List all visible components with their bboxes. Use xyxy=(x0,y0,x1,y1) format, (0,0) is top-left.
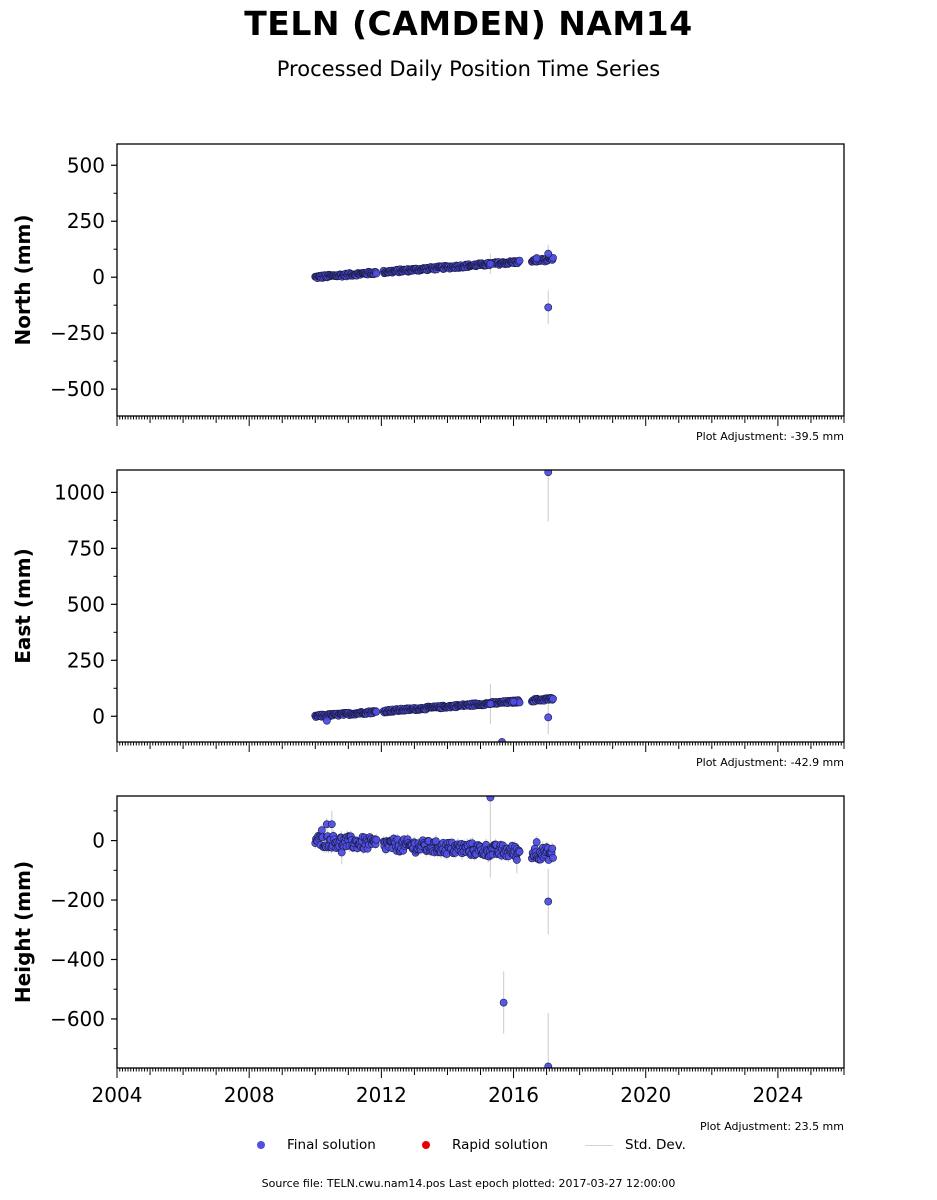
legend-std: Std. Dev. xyxy=(585,1137,686,1153)
data-point xyxy=(372,269,381,278)
source-footer: Source file: TELN.cwu.nam14.pos Last epo… xyxy=(261,1177,676,1190)
axes-frame xyxy=(116,143,845,417)
y-axis-label: North (mm) xyxy=(11,214,35,345)
legend-std-label: Std. Dev. xyxy=(625,1137,686,1153)
data-point xyxy=(515,847,524,856)
data-point xyxy=(544,897,553,906)
data-point xyxy=(512,856,521,864)
legend-rapid-label: Rapid solution xyxy=(452,1137,548,1153)
y-tick-label: 0 xyxy=(92,265,105,289)
x-tick-label: 2016 xyxy=(488,1083,539,1107)
y-tick-label: 250 xyxy=(67,209,105,233)
plot-adjustment-label: Plot Adjustment: 23.5 mm xyxy=(700,1120,844,1133)
data-point xyxy=(498,738,506,742)
rapid-solution-marker-icon xyxy=(422,1141,430,1149)
y-tick-label: 750 xyxy=(67,536,105,560)
std-dev-line-icon xyxy=(585,1144,613,1146)
x-tick-label: 2008 xyxy=(224,1083,275,1107)
data-point xyxy=(549,694,557,703)
y-axis-label: East (mm) xyxy=(11,548,35,664)
data-point xyxy=(548,844,557,853)
page-subtitle: Processed Daily Position Time Series xyxy=(276,57,661,81)
data-point xyxy=(549,853,557,862)
plot-area xyxy=(311,796,557,1068)
page-title: TELN (CAMDEN) NAM14 xyxy=(244,4,693,43)
data-point xyxy=(532,838,541,846)
plot-area xyxy=(311,244,557,325)
y-tick-label: −250 xyxy=(50,321,105,345)
data-point xyxy=(486,259,495,268)
y-tick-label: −400 xyxy=(50,947,105,971)
x-tick-label: 2020 xyxy=(620,1083,671,1107)
data-point xyxy=(432,837,440,845)
panel-3: −600 −400 −200 0 2004 2008 2012 2016 2020 2024 Hei… xyxy=(11,795,845,1133)
data-point xyxy=(327,820,336,829)
plot-area xyxy=(311,470,557,742)
data-point xyxy=(532,254,541,263)
y-tick-label: −500 xyxy=(50,377,105,401)
legend-rapid: Rapid solution xyxy=(422,1137,548,1153)
data-point xyxy=(544,713,553,722)
legend-final: Final solution xyxy=(257,1137,376,1153)
data-point xyxy=(317,826,326,835)
data-point xyxy=(544,470,553,477)
data-point xyxy=(337,848,346,857)
data-point xyxy=(486,700,495,708)
final-solution-marker-icon xyxy=(257,1141,265,1149)
y-tick-label: −600 xyxy=(50,1007,105,1031)
data-point xyxy=(544,1062,553,1068)
y-tick-label: 250 xyxy=(67,648,105,672)
y-axis-label: Height (mm) xyxy=(11,861,35,1003)
x-tick-label: 2012 xyxy=(356,1083,407,1107)
data-point xyxy=(372,707,381,716)
y-tick-label: 0 xyxy=(92,704,105,728)
data-point xyxy=(372,835,381,844)
y-tick-label: 0 xyxy=(92,829,105,853)
y-tick-label: −200 xyxy=(50,888,105,912)
data-point xyxy=(486,796,495,802)
data-point xyxy=(544,249,553,258)
data-point xyxy=(509,697,518,706)
y-tick-label: 1000 xyxy=(54,480,105,504)
y-tick-label: 500 xyxy=(67,592,105,616)
data-point xyxy=(515,256,524,265)
panel-1: −500 −250 0 250 500 North (mm) Plot Adjustment… xyxy=(11,143,845,443)
legend-final-label: Final solution xyxy=(287,1137,376,1153)
data-point xyxy=(322,716,331,725)
panel-2: 0 250 500 750 1000 East (mm) Plot Adjustment: … xyxy=(11,469,845,769)
x-tick-label: 2024 xyxy=(752,1083,803,1107)
data-point xyxy=(499,998,508,1007)
legend: Final solution Rapid solution Std. Dev. xyxy=(0,1137,937,1157)
plot-adjustment-label: Plot Adjustment: -42.9 mm xyxy=(696,756,844,769)
x-tick-label: 2004 xyxy=(92,1083,143,1107)
y-tick-label: 500 xyxy=(67,153,105,177)
data-point xyxy=(544,303,553,312)
axes-frame xyxy=(116,795,845,1069)
plot-adjustment-label: Plot Adjustment: -39.5 mm xyxy=(696,430,844,443)
